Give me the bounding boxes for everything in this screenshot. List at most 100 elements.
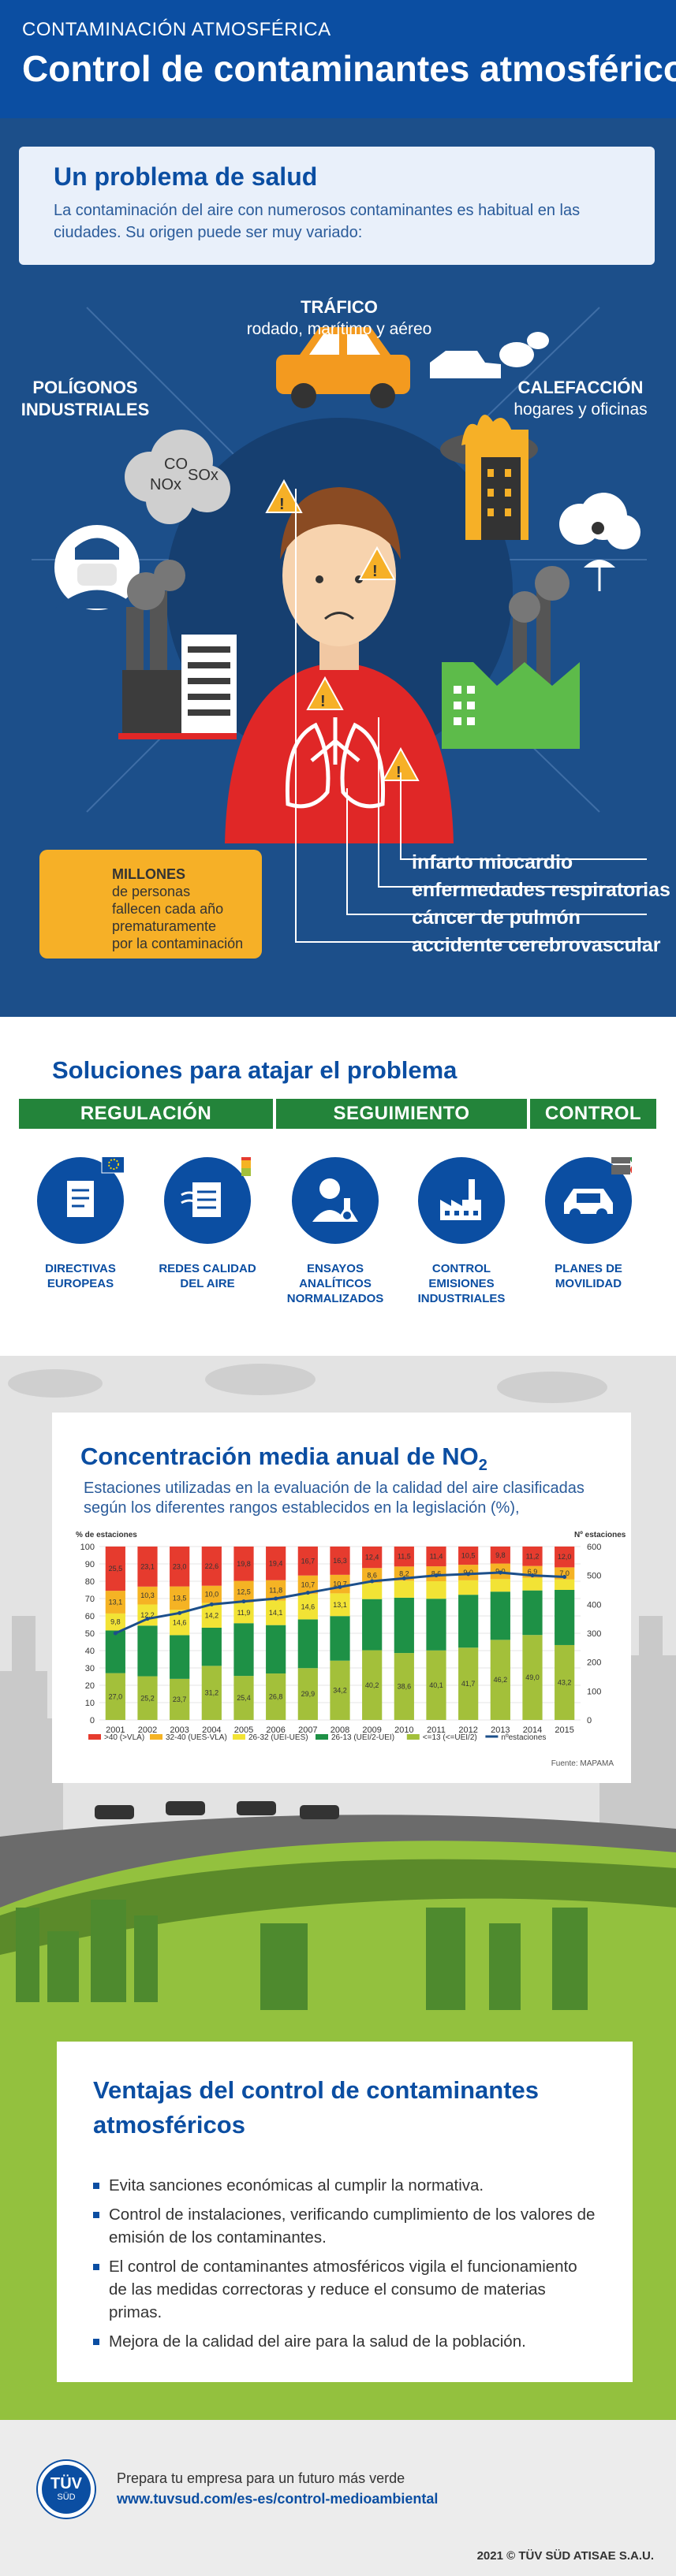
bar-segment — [426, 1599, 446, 1651]
line-point — [401, 1576, 406, 1580]
data-label: 12,4 — [365, 1554, 379, 1562]
data-label: 10,5 — [461, 1552, 476, 1560]
bar-segment — [233, 1603, 254, 1624]
bar-segment — [201, 1547, 222, 1586]
bar-segment — [458, 1647, 479, 1720]
factory-icon — [118, 560, 237, 739]
bar-segment — [522, 1635, 543, 1720]
source-traffic-sub: rodado, marítimo y aéreo — [246, 320, 432, 338]
x-tick-label: 2006 — [266, 1725, 285, 1735]
y-tick-label: 90 — [85, 1560, 95, 1569]
bar-segment — [105, 1547, 125, 1591]
data-label: 10,0 — [205, 1591, 219, 1599]
footer-url-link[interactable]: www.tuvsud.com/es-es/control-medioambien… — [117, 2491, 439, 2507]
factory-icon — [418, 1157, 505, 1244]
source-traffic-title: TRÁFICO — [301, 297, 378, 317]
deaths-line4: por la contaminación — [112, 936, 244, 951]
data-label: 16,3 — [333, 1557, 347, 1565]
x-tick-label: 2011 — [427, 1725, 446, 1735]
legend-label: 26-13 (UEI/2-UEI) — [331, 1733, 394, 1742]
data-label: 6,9 — [528, 1568, 538, 1576]
car-icon — [545, 1157, 632, 1244]
line-point — [434, 1573, 439, 1578]
advantages-title-line1: Ventajas del control de contaminantes — [93, 2076, 540, 2104]
green-factory-icon — [442, 566, 580, 749]
deaths-text: MILLONES de personas fallecen cada año p… — [112, 865, 243, 952]
bar-segment — [105, 1591, 125, 1614]
data-label: 13,5 — [173, 1594, 187, 1602]
solution-ensayos: ENSAYOS ANALÍTICOS NORMALIZADOS — [280, 1157, 390, 1306]
page-header: CONTAMINACIÓN ATMOSFÉRICA Control de con… — [0, 0, 676, 118]
gas-co: CO — [164, 456, 188, 473]
solution-control-emisiones: CONTROL EMISIONES INDUSTRIALES — [406, 1157, 517, 1306]
bar-segment — [458, 1595, 479, 1648]
source-industry-line2: INDUSTRIALES — [21, 400, 150, 419]
bar-segment — [330, 1593, 350, 1617]
solutions-section: Soluciones para atajar el problema REGUL… — [0, 1017, 676, 1356]
data-label: 22,6 — [205, 1562, 219, 1570]
solution-label: PLANES DE MOVILIDAD — [555, 1262, 622, 1290]
solution-label: REDES CALIDAD DEL AIRE — [159, 1262, 256, 1290]
y-axis-label: % de estaciones — [76, 1531, 137, 1539]
line-point — [370, 1579, 375, 1584]
svg-text:!: ! — [396, 764, 401, 781]
legend-swatch — [316, 1734, 328, 1740]
data-label: 14,1 — [269, 1609, 283, 1617]
footer-tagline: Prepara tu empresa para un futuro más ve… — [117, 2470, 405, 2486]
disease-item: infarto miocardio — [412, 851, 573, 873]
bar-segment — [105, 1613, 125, 1631]
data-label: 34,2 — [333, 1686, 347, 1694]
data-label: 10,3 — [140, 1591, 155, 1599]
advantages-title-line2: atmosféricos — [93, 2111, 245, 2139]
health-section: !!!! — [0, 118, 676, 1017]
page-footer: TÜV SÜD Prepara tu empresa para un futuro… — [0, 2420, 676, 2576]
x-tick-label: 2002 — [138, 1725, 157, 1735]
data-label: 14,2 — [205, 1611, 219, 1619]
y-tick-label: 0 — [90, 1716, 95, 1725]
bar-segment — [170, 1586, 190, 1610]
data-label: 16,7 — [301, 1557, 316, 1565]
data-label: 23,7 — [173, 1696, 187, 1703]
line-point — [466, 1572, 471, 1576]
gas-sox: SOx — [188, 467, 218, 484]
x-tick-label: 2013 — [491, 1725, 510, 1735]
bar-segment — [490, 1591, 510, 1640]
solution-label: ENSAYOS ANALÍTICOS NORMALIZADOS — [286, 1262, 384, 1305]
person-body — [225, 662, 454, 843]
data-label: 26,8 — [269, 1693, 283, 1701]
bar-segment — [490, 1579, 510, 1592]
gas-nox: NOx — [150, 476, 181, 493]
bar-segment — [394, 1597, 414, 1654]
health-illustration: !!!! — [32, 307, 647, 944]
bar-segment — [266, 1600, 286, 1625]
data-label: 9,8 — [110, 1618, 121, 1626]
y-tick-label: 30 — [85, 1664, 95, 1673]
no2-chart: % de estaciones Nº estaciones 0 10 20 30 40 50 6… — [76, 1531, 626, 1768]
health-intro: La contaminación del aire con numerosos … — [54, 202, 581, 241]
category-control: CONTROL — [530, 1099, 656, 1129]
line-point — [177, 1610, 182, 1615]
data-label: 12,0 — [558, 1553, 572, 1561]
bar-segment — [555, 1579, 575, 1590]
bar-segment — [362, 1599, 383, 1651]
bar-segment — [555, 1644, 575, 1720]
data-label: 19,8 — [237, 1560, 251, 1568]
data-label: 46,2 — [494, 1676, 508, 1684]
solution-redes: REDES CALIDAD DEL AIRE — [152, 1157, 263, 1291]
y-tick-label: 10 — [85, 1699, 95, 1708]
bar-segment — [330, 1660, 350, 1720]
x-tick-label: 2009 — [362, 1725, 381, 1735]
header-kicker: CONTAMINACIÓN ATMOSFÉRICA — [22, 19, 331, 40]
legend-swatch — [233, 1734, 245, 1740]
line-point — [530, 1573, 535, 1578]
bar-segment — [201, 1627, 222, 1666]
data-label: 49,0 — [525, 1673, 540, 1681]
bar-segment — [233, 1623, 254, 1677]
x-tick-label: 2008 — [331, 1725, 349, 1735]
data-label: 40,2 — [365, 1681, 379, 1689]
chart-card: Concentración media anual de NO2 Estacio… — [52, 1413, 631, 1783]
deaths-bold: MILLONES — [112, 866, 185, 882]
logo-sub: SÜD — [57, 2492, 76, 2502]
y2-axis-label: Nº estaciones — [574, 1531, 626, 1539]
data-label: 9,8 — [495, 1551, 506, 1559]
